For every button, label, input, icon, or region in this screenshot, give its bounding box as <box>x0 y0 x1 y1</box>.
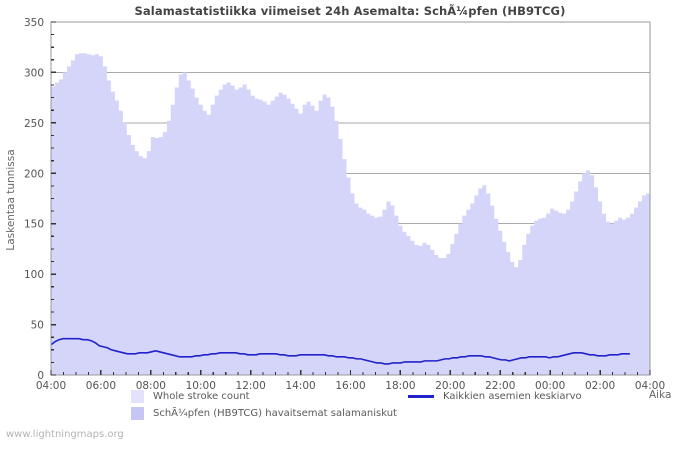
svg-text:150: 150 <box>24 219 44 231</box>
svg-text:10:00: 10:00 <box>186 380 216 392</box>
watermark: www.lightningmaps.org <box>6 429 124 440</box>
legend-label-average: Kaikkien asemien keskiarvo <box>443 390 582 402</box>
y-axis-title: Laskentaa tunnissa <box>5 149 17 250</box>
chart-legend: Whole stroke count SchÃ¼pfen (HB9TCG) ha… <box>0 388 700 424</box>
legend-label-whole-stroke-count: Whole stroke count <box>153 390 250 402</box>
svg-text:04:00: 04:00 <box>635 380 665 392</box>
svg-text:06:00: 06:00 <box>86 380 116 392</box>
svg-text:14:00: 14:00 <box>285 380 315 392</box>
station-stroke-area <box>51 53 650 375</box>
svg-text:350: 350 <box>24 17 44 29</box>
legend-item-average: Kaikkien asemien keskiarvo <box>408 388 582 404</box>
x-axis-title: Aika <box>649 389 672 401</box>
page-title: Salamastatistiikka viimeiset 24h Asemalt… <box>134 4 566 18</box>
legend-line-icon <box>408 394 434 398</box>
svg-text:250: 250 <box>24 118 44 130</box>
svg-text:20:00: 20:00 <box>435 380 465 392</box>
legend-label-station-strokes: SchÃ¼pfen (HB9TCG) havaitsemat salamanis… <box>153 407 397 419</box>
legend-item-whole-stroke-count: Whole stroke count <box>131 388 250 404</box>
svg-text:22:00: 22:00 <box>485 380 515 392</box>
legend-swatch-light-icon <box>131 389 144 403</box>
svg-text:300: 300 <box>24 67 44 79</box>
svg-text:08:00: 08:00 <box>136 380 166 392</box>
svg-text:04:00: 04:00 <box>36 380 66 392</box>
svg-text:100: 100 <box>24 269 44 281</box>
svg-text:50: 50 <box>31 320 44 332</box>
svg-text:0: 0 <box>37 370 44 382</box>
y-axis-ticks: 0 50 100 150 200 250 300 350 <box>24 17 56 382</box>
svg-text:16:00: 16:00 <box>335 380 365 392</box>
legend-swatch-dark-icon <box>131 406 144 420</box>
svg-text:18:00: 18:00 <box>385 380 415 392</box>
svg-text:12:00: 12:00 <box>236 380 266 392</box>
x-axis-ticks: 04:00 06:00 08:00 10:00 12:00 14:00 16:00 18:00… <box>36 370 665 392</box>
svg-text:00:00: 00:00 <box>535 380 565 392</box>
svg-text:02:00: 02:00 <box>585 380 615 392</box>
legend-item-station-strokes: SchÃ¼pfen (HB9TCG) havaitsemat salamanis… <box>131 405 397 421</box>
svg-text:200: 200 <box>24 168 44 180</box>
average-line <box>50 337 630 365</box>
